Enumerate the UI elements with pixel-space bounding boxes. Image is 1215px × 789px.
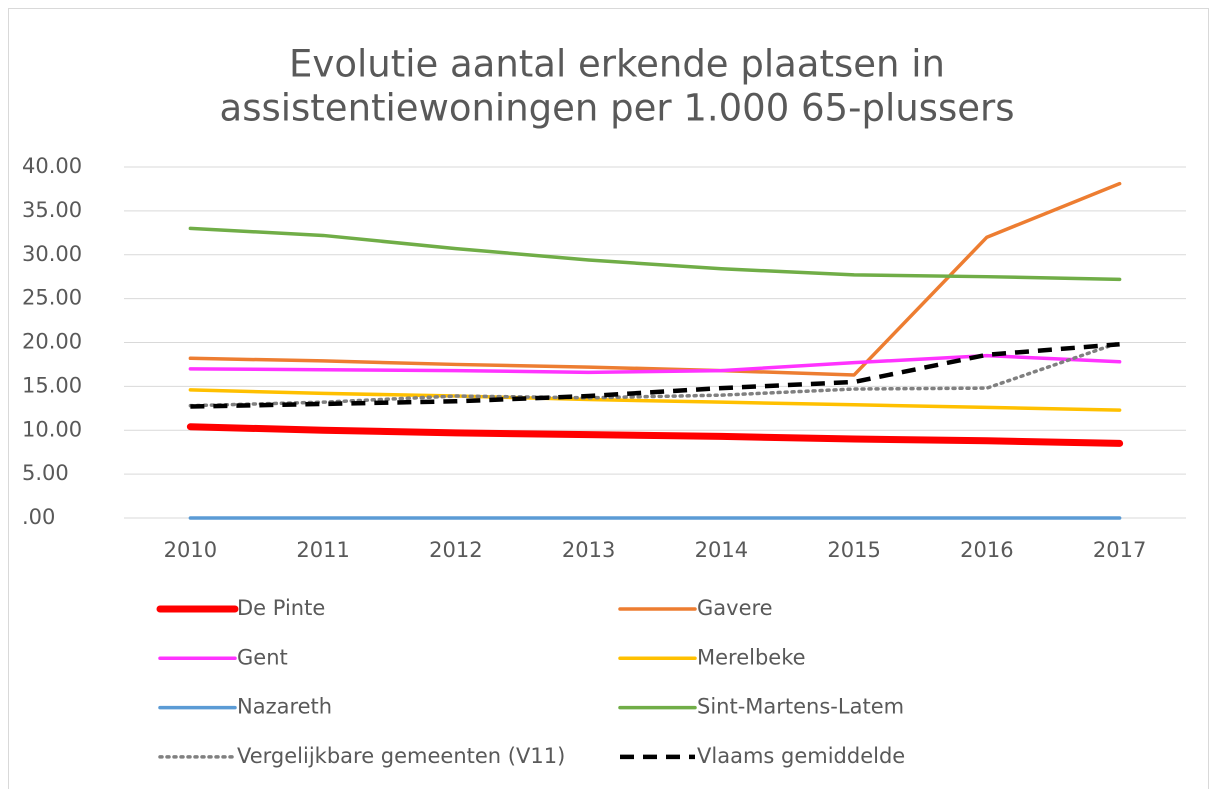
series-line <box>188 340 1122 408</box>
y-tick-label: 15.00 <box>22 373 82 397</box>
x-tick-label: 2011 <box>296 538 349 562</box>
y-tick-label: 30.00 <box>22 242 82 266</box>
series-line <box>188 353 1122 375</box>
series-line <box>188 226 1122 282</box>
y-tick-label: 10.00 <box>22 417 82 441</box>
series-line <box>186 423 1124 447</box>
x-tick-label: 2017 <box>1093 538 1146 562</box>
legend-label: De Pinte <box>237 596 325 620</box>
legend-label: Merelbeke <box>697 645 806 669</box>
y-tick-label: 5.00 <box>22 461 69 485</box>
legend-label: Vergelijkbare gemeenten (V11) <box>237 744 565 768</box>
y-tick-label: 35.00 <box>22 198 82 222</box>
series-line <box>188 181 1122 377</box>
x-tick-label: 2012 <box>429 538 482 562</box>
chart-title: Evolutie aantal erkende plaatsen in <box>289 43 945 86</box>
y-tick-label: 40.00 <box>22 154 82 178</box>
x-tick-label: 2016 <box>960 538 1013 562</box>
y-tick-label: 25.00 <box>22 286 82 310</box>
series-line <box>188 388 1122 412</box>
legend-label: Gavere <box>697 596 773 620</box>
x-tick-label: 2015 <box>827 538 880 562</box>
legend-label: Vlaams gemiddelde <box>697 744 905 768</box>
x-tick-label: 2010 <box>164 538 217 562</box>
x-tick-label: 2013 <box>562 538 615 562</box>
y-tick-label: 20.00 <box>22 330 82 354</box>
legend-label: Nazareth <box>237 695 332 719</box>
legend-label: Sint-Martens-Latem <box>697 695 904 719</box>
y-tick-label: .00 <box>22 505 55 529</box>
series-line <box>190 342 1120 409</box>
chart-title: assistentiewoningen per 1.000 65-plusser… <box>220 87 1015 130</box>
legend-label: Gent <box>237 645 288 669</box>
x-tick-label: 2014 <box>695 538 748 562</box>
